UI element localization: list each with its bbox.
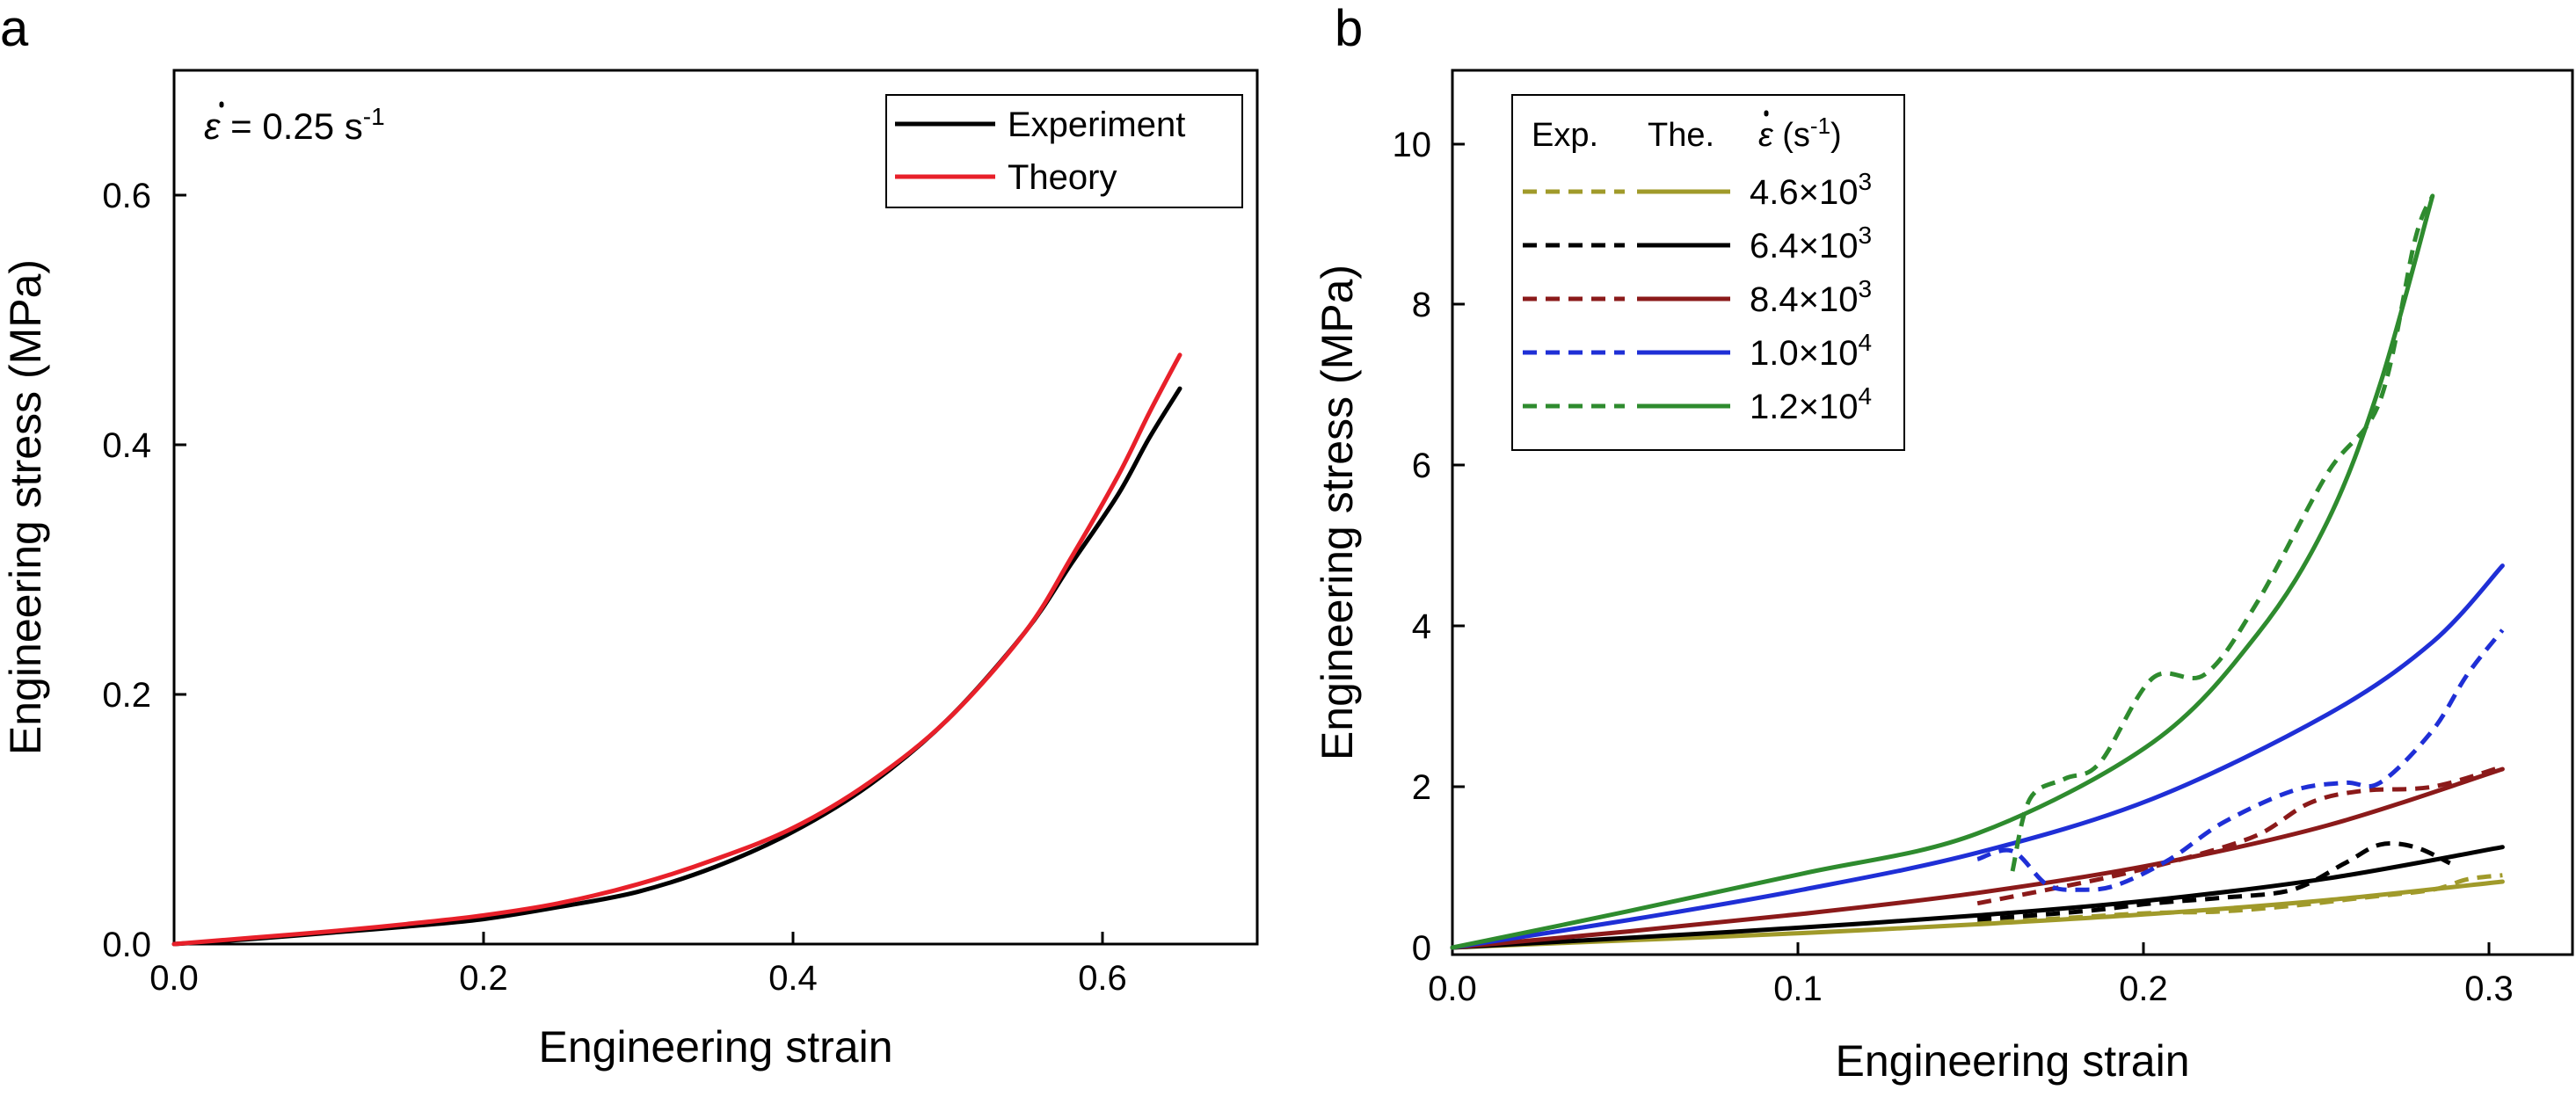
legend-label-base-8-4-103: 8.4×10 — [1750, 280, 1858, 319]
y-axis-a: 0.0 0.2 0.4 0.6 — [102, 177, 186, 964]
y-tick-label-a-3: 0.6 — [102, 177, 151, 215]
panel-letter-a: a — [0, 0, 29, 57]
y-tick-label-b-4: 8 — [1412, 286, 1431, 324]
x-tick-label-b-1: 0.1 — [1773, 970, 1823, 1008]
theory-line-1-0-104 — [1450, 563, 2505, 950]
y-tick-label-a-2: 0.4 — [102, 426, 151, 465]
y-tick-label-b-3: 6 — [1412, 447, 1431, 485]
legend-label-base-1-2-104: 1.2×10 — [1750, 388, 1858, 426]
panel-letter-b: b — [1335, 0, 1363, 57]
theory-line-8-4-103 — [1450, 766, 2505, 950]
legend-rate-symbol: ε — [1758, 117, 1774, 154]
strain-rate-symbol: ε — [204, 105, 221, 147]
legend-label-exponent-1-0-104: 4 — [1858, 329, 1872, 356]
legend-header-the: The. — [1648, 117, 1714, 154]
theory-line-6-4-103 — [1450, 845, 2505, 950]
y-tick-label-a-1: 0.2 — [102, 676, 151, 715]
y-tick-label-b-1: 2 — [1412, 768, 1431, 807]
series-group-b — [1450, 193, 2505, 950]
x-tick-label-a-2: 0.4 — [768, 959, 818, 998]
legend-header-exp: Exp. — [1532, 117, 1598, 154]
legend-label-6-4-103: 6.4×103 — [1750, 222, 1872, 265]
legend-box-a — [885, 94, 1243, 208]
legend-a: Experiment Theory — [885, 94, 1243, 208]
legend-header-rate: ε (s-1) — [1758, 113, 1842, 154]
experiment-line-8-4-103 — [1976, 764, 2504, 906]
x-axis-b: 0.0 0.1 0.2 0.3 — [1428, 942, 2514, 1008]
y-tick-label-b-2: 4 — [1412, 607, 1431, 646]
legend-label-base-6-4-103: 6.4×10 — [1750, 227, 1858, 265]
series-line-theory — [171, 352, 1182, 947]
legend-label-experiment: Experiment — [1008, 105, 1185, 144]
strain-rate-exponent: -1 — [363, 103, 385, 130]
y-axis-label-b: Engineering stress (MPa) — [1313, 265, 1362, 760]
x-tick-label-b-2: 0.2 — [2119, 970, 2168, 1008]
x-tick-label-a-1: 0.2 — [459, 959, 508, 998]
panel-b: b 0.0 0.1 0.2 0.3 0 2 4 6 8 10 Engine — [1313, 0, 2574, 1086]
plot-frame-b — [1451, 69, 2574, 956]
legend-label-1-0-104: 1.0×104 — [1750, 329, 1872, 373]
strain-rate-annotation: ε = 0.25 s-1 — [204, 103, 385, 147]
panel-a: a 0.0 0.2 0.4 0.6 0.0 0.2 0.4 0.6 Engine… — [0, 0, 1259, 1072]
plot-frame-a — [172, 69, 1259, 946]
y-tick-label-b-5: 10 — [1393, 126, 1432, 164]
legend-label-theory: Theory — [1008, 158, 1117, 197]
legend-label-base-4-6-103: 4.6×10 — [1750, 173, 1858, 212]
legend-label-1-2-104: 1.2×104 — [1750, 382, 1872, 426]
series-line-experiment — [171, 386, 1182, 947]
x-axis-label-a: Engineering strain — [538, 1022, 892, 1072]
experiment-line-1-2-104 — [2010, 194, 2435, 872]
experiment-line-6-4-103 — [1977, 841, 2451, 922]
legend-box-b — [1511, 94, 1905, 451]
legend-b: Exp. The. ε (s-1) 4.6×1036.4×1038.4×1031… — [1511, 94, 1905, 451]
y-axis-label-a: Engineering stress (MPa) — [1, 259, 50, 755]
x-axis-label-b: Engineering strain — [1835, 1036, 2189, 1086]
series-group-a — [171, 352, 1182, 947]
x-axis-a: 0.0 0.2 0.4 0.6 — [149, 932, 1127, 998]
strain-rate-value: = 0.25 s — [220, 105, 362, 147]
legend-label-8-4-103: 8.4×103 — [1750, 275, 1872, 319]
experiment-line-1-0-104 — [1976, 628, 2505, 892]
y-tick-label-a-0: 0.0 — [102, 926, 151, 964]
legend-label-exponent-4-6-103: 3 — [1858, 168, 1872, 195]
x-tick-label-b-3: 0.3 — [2464, 970, 2514, 1008]
x-tick-label-a-0: 0.0 — [149, 959, 199, 998]
legend-label-4-6-103: 4.6×103 — [1750, 168, 1872, 212]
legend-label-exponent-6-4-103: 3 — [1858, 222, 1872, 249]
x-tick-label-b-0: 0.0 — [1428, 970, 1477, 1008]
x-tick-label-a-3: 0.6 — [1078, 959, 1127, 998]
legend-label-exponent-1-2-104: 4 — [1858, 382, 1872, 410]
experiment-line-4-6-103 — [1977, 873, 2503, 926]
legend-rate-unit: (s — [1773, 117, 1810, 154]
legend-label-exponent-8-4-103: 3 — [1858, 275, 1872, 302]
legend-rate-exp: -1 — [1810, 113, 1830, 139]
legend-rate-close: ) — [1830, 117, 1842, 154]
y-tick-label-b-0: 0 — [1412, 929, 1431, 968]
y-axis-b: 0 2 4 6 8 10 — [1393, 126, 1465, 968]
legend-label-base-1-0-104: 1.0×10 — [1750, 334, 1858, 373]
